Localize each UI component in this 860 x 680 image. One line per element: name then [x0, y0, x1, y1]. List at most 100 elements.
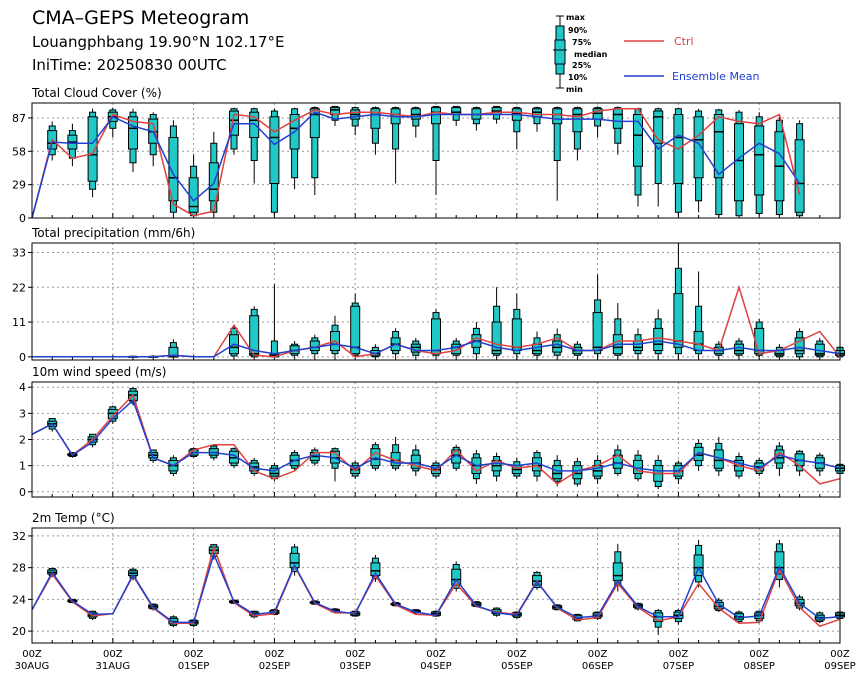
box-whisker	[410, 337, 421, 357]
box-p25-p75	[794, 139, 805, 213]
box-whisker	[350, 460, 361, 479]
y-tick-label: 32	[12, 530, 26, 543]
box-p10-p90	[695, 305, 703, 355]
box-whisker	[653, 309, 664, 357]
box-whisker	[633, 449, 643, 482]
x-tick-label-date: 06SEP	[582, 661, 613, 672]
y-tick-label: 87	[12, 112, 26, 125]
box-whisker	[612, 106, 623, 155]
y-tick-label: 58	[12, 145, 26, 158]
box-p25-p75	[713, 114, 724, 179]
y-tick-label: 28	[12, 562, 26, 575]
panel-title: Total precipitation (mm/6h)	[31, 226, 195, 240]
x-tick-label-date: 07SEP	[663, 661, 694, 672]
x-tick-label-hour: 00Z	[184, 649, 204, 660]
y-tick-label: 24	[12, 593, 26, 606]
ensemble-mean-line	[31, 111, 801, 219]
box-p25-p75	[693, 331, 704, 352]
x-tick-label-hour: 00Z	[749, 649, 769, 660]
x-tick-label-hour: 00Z	[345, 649, 365, 660]
box-whisker	[410, 106, 421, 138]
legend-ctrl: Ctrl	[674, 35, 694, 48]
y-tick-label: 3	[19, 407, 26, 420]
box-whisker	[774, 539, 785, 588]
box-whisker	[370, 554, 381, 582]
box-whisker	[67, 123, 78, 167]
x-tick-label-date: 01SEP	[178, 661, 209, 672]
box-whisker	[390, 328, 401, 357]
box-whisker	[491, 452, 502, 482]
panel-2: Total precipitation (mm/6h) 0 11 22 33	[12, 226, 845, 364]
box-whisker	[410, 444, 421, 477]
box-whisker	[330, 105, 340, 126]
box-p25-p75	[653, 327, 664, 352]
box-p25-p75	[431, 318, 441, 355]
y-tick-label: 4	[19, 381, 26, 394]
box-whisker	[592, 455, 603, 484]
box-p25-p75	[552, 108, 563, 125]
x-tick-label-hour: 00Z	[426, 649, 446, 660]
box-whisker	[693, 108, 704, 213]
panel-title: 2m Temp (°C)	[32, 511, 115, 525]
box-p25-p75	[734, 343, 744, 355]
boxplot-legend: max 90% 75% median 25% 10% min Ctrl Ense…	[553, 13, 759, 94]
box-p25-p75	[552, 340, 563, 353]
y-tick-label: 33	[12, 246, 26, 259]
box-whisker	[794, 120, 805, 217]
box-whisker	[774, 116, 785, 216]
legend-p90: 90%	[568, 26, 587, 35]
box-whisker	[491, 287, 502, 357]
box-p25-p75	[532, 343, 542, 355]
x-tick-label-hour: 00Z	[830, 649, 850, 660]
ensemble-mean-line	[32, 340, 841, 358]
box-p25-p75	[794, 337, 805, 355]
panel-frame	[31, 527, 841, 644]
box-whisker	[653, 608, 664, 636]
box-whisker	[774, 442, 785, 477]
y-tick-label: 0	[19, 212, 26, 225]
box-whisker	[451, 105, 462, 126]
legend-ensemble-mean: Ensemble Mean	[672, 70, 759, 83]
y-tick-label: 11	[12, 316, 26, 329]
legend-p10: 10%	[568, 73, 587, 82]
box-whisker	[370, 106, 381, 155]
panel-title: Total Cloud Cover (%)	[31, 86, 162, 100]
panel-frame	[31, 242, 841, 361]
panel-3: 10m wind speed (m/s) 0 1 2 3 4	[19, 365, 845, 499]
box-whisker	[814, 337, 825, 358]
box-whisker	[653, 107, 664, 207]
x-tick-label-hour: 00Z	[588, 649, 608, 660]
y-tick-label: 2	[19, 434, 26, 447]
box-whisker	[471, 106, 482, 131]
x-tick-label-date: 31AUG	[95, 661, 130, 672]
box-whisker	[511, 293, 522, 357]
box-p25-p75	[249, 111, 260, 138]
box-p25-p75	[269, 467, 280, 477]
box-whisker	[734, 109, 744, 217]
box-p25-p75	[572, 108, 583, 133]
panel-4: 2m Temp (°C) 20 24 28 32	[12, 511, 845, 644]
chart-title: CMA–GEPS Meteogram	[32, 7, 249, 29]
box-p25-p75	[511, 318, 522, 352]
box-p25-p75	[774, 551, 785, 575]
box-whisker	[532, 106, 542, 132]
x-tick-label-hour: 00Z	[22, 649, 42, 660]
box-whisker	[794, 328, 805, 358]
legend-median: median	[574, 50, 608, 59]
legend-p75: 75%	[572, 38, 591, 47]
x-tick-label-date: 03SEP	[339, 661, 370, 672]
box-p25-p75	[693, 554, 704, 577]
legend-p25: 25%	[572, 61, 591, 70]
box-p10-p90	[392, 107, 400, 150]
ensemble-mean-line	[31, 398, 841, 472]
box-p25-p75	[87, 116, 98, 182]
x-tick-label-date: 09SEP	[824, 661, 855, 672]
y-tick-label: 0	[19, 486, 26, 499]
box-whisker	[309, 106, 320, 195]
panel-frame	[31, 381, 841, 498]
box-whisker	[612, 303, 623, 357]
location-label: Louangphbang 19.90°N 102.17°E	[32, 33, 284, 51]
box-p25-p75	[309, 108, 320, 138]
box-p10-p90	[311, 107, 319, 179]
box-p25-p75	[269, 116, 280, 184]
